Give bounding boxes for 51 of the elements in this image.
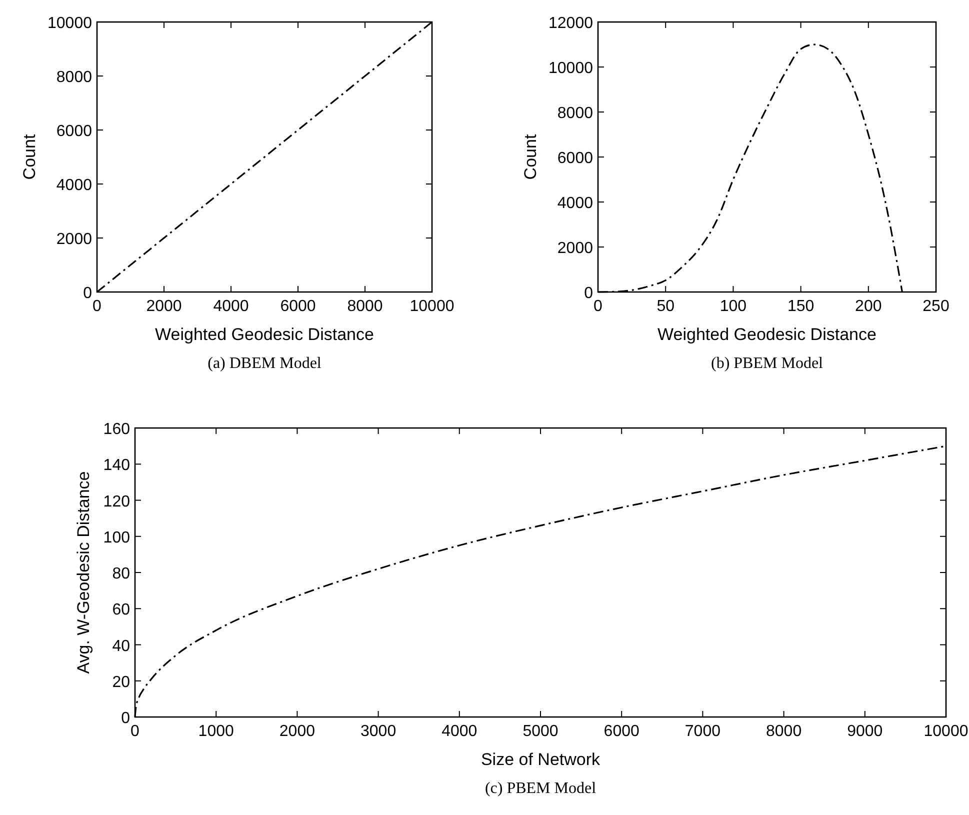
y-axis-title: Count [20,134,39,180]
x-tick-label: 200 [855,298,882,315]
y-axis-title: Avg. W-Geodesic Distance [74,471,93,674]
y-tick-label: 20 [112,674,130,691]
y-tick-label: 100 [103,529,130,546]
x-tick-label: 4000 [442,723,478,740]
y-tick-label: 8000 [56,69,92,86]
y-tick-label: 120 [103,493,130,510]
x-tick-label: 100 [720,298,747,315]
x-tick-label: 8000 [347,298,383,315]
x-axis-title: Weighted Geodesic Distance [155,325,374,344]
text: (c) PBEM Model [484,780,597,797]
x-tick-label: 10000 [924,723,968,740]
y-tick-label: 80 [112,566,130,582]
y-tick-label: 12000 [548,15,594,32]
x-tick-label: 4000 [213,298,249,315]
x-tick-label: 2000 [146,298,182,315]
y-tick-label: 140 [103,457,130,474]
y-tick-label: 10000 [48,15,92,32]
y-tick-label: 4000 [56,177,92,194]
y-tick-label: 2000 [557,240,594,257]
x-tick-label: 6000 [280,298,316,315]
y-tick-label: 4000 [557,195,594,212]
x-axis-title: Weighted Geodesic Distance [658,325,876,344]
x-tick-label: 2000 [279,723,316,740]
y-tick-label: 0 [584,285,594,302]
y-axis-title: Count [521,134,540,180]
y-tick-label: 8000 [557,105,594,122]
x-tick-label: 8000 [766,723,802,740]
y-tick-label: 6000 [557,150,594,167]
x-tick-label: 6000 [604,723,640,740]
y-tick-label: 40 [112,638,130,655]
x-tick-label: 7000 [684,723,721,740]
text: (b) PBEM Model [711,355,824,372]
y-tick-label: 160 [103,421,130,438]
x-tick-label: 3000 [360,723,396,740]
y-tick-label: 0 [83,285,92,302]
y-tick-label: 0 [121,710,130,727]
x-axis-title: Size of Network [480,750,601,769]
x-tick-label: 5000 [522,723,558,740]
x-tick-label: 150 [787,298,814,315]
y-tick-label: 60 [112,602,130,619]
x-tick-label: 250 [922,298,950,315]
x-tick-label: 50 [656,298,675,315]
x-tick-label: 9000 [847,723,883,740]
y-tick-label: 6000 [56,123,92,140]
x-tick-label: 1000 [198,723,234,740]
y-tick-label: 10000 [548,60,594,77]
x-tick-label: 10000 [410,298,454,315]
text: (a) DBEM Model [208,355,322,372]
y-tick-label: 2000 [56,231,92,248]
